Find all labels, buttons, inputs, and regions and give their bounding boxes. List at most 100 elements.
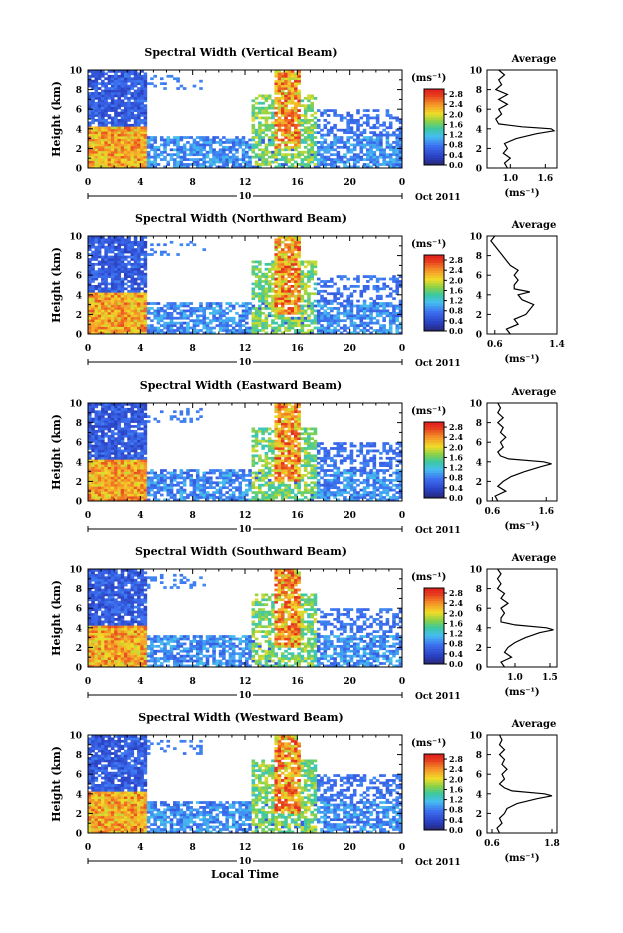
heatmap-cell (333, 114, 337, 117)
heatmap-cell (212, 312, 216, 315)
heatmap-cell (255, 314, 259, 317)
heatmap-cell (265, 273, 269, 276)
heatmap-cell (297, 275, 301, 278)
heatmap-cell (117, 452, 121, 455)
heatmap-cell (127, 72, 131, 75)
heatmap-cell (104, 280, 108, 283)
heatmap-cell (111, 102, 115, 105)
heatmap-cell (117, 479, 121, 482)
heatmap-cell (124, 273, 128, 276)
heatmap-cell (278, 300, 282, 303)
heatmap-cell (294, 129, 298, 132)
heatmap-cell (124, 258, 128, 261)
heatmap-cell (180, 310, 184, 313)
heatmap-cell (271, 295, 275, 298)
heatmap-cell (91, 134, 95, 137)
heatmap-cell (114, 469, 118, 472)
heatmap-cell (265, 287, 269, 290)
heatmap-cell (324, 314, 328, 317)
heatmap-cell (114, 124, 118, 127)
heatmap-cell (343, 312, 347, 315)
heatmap-cell (376, 278, 380, 281)
heatmap-cell (95, 87, 99, 90)
heatmap-cell (291, 136, 295, 139)
colorbar-tick-label: 0.0 (449, 160, 463, 170)
heatmap-cell (389, 148, 393, 151)
heatmap-cell (284, 290, 288, 293)
heatmap-cell (278, 104, 282, 107)
heatmap-cell (131, 467, 135, 470)
heatmap-cell (144, 317, 148, 320)
heatmap-cell (288, 261, 292, 264)
heatmap-cell (304, 126, 308, 129)
heatmap-cell (274, 114, 278, 117)
heatmap-cell (111, 80, 115, 83)
heatmap-cell (167, 317, 171, 320)
heatmap-cell (294, 146, 298, 149)
heatmap-cell (199, 489, 203, 492)
heatmap-cell (258, 275, 262, 278)
heatmap-cell (301, 161, 305, 164)
heatmap-cell (104, 312, 108, 315)
heatmap-cell (147, 312, 151, 315)
heatmap-cell (95, 447, 99, 450)
heatmap-cell (167, 144, 171, 147)
heatmap-cell (320, 146, 324, 149)
heatmap-cell (104, 496, 108, 499)
heatmap-cell (261, 156, 265, 159)
heatmap-cell (330, 129, 334, 132)
heatmap-cell (268, 141, 272, 144)
heatmap-cell (124, 275, 128, 278)
heatmap-cell (274, 248, 278, 251)
heatmap-cell (288, 265, 292, 268)
heatmap-cell (317, 314, 321, 317)
heatmap-cell (95, 457, 99, 460)
heatmap-cell (114, 445, 118, 448)
heatmap-cell (222, 314, 226, 317)
heatmap-cell (170, 148, 174, 151)
heatmap-cell (281, 90, 285, 93)
heatmap-cell (114, 484, 118, 487)
heatmap-cell (104, 99, 108, 102)
heatmap-cell (206, 481, 210, 484)
heatmap-cell (225, 146, 229, 149)
heatmap-cell (117, 481, 121, 484)
heatmap-cell (278, 151, 282, 154)
heatmap-cell (140, 241, 144, 244)
heatmap-cell (91, 75, 95, 78)
heatmap-cell (124, 104, 128, 107)
heatmap-cell (176, 307, 180, 310)
heatmap-cell (121, 494, 125, 497)
heatmap-cell (284, 136, 288, 139)
heatmap-cell (117, 290, 121, 293)
heatmap-cell (291, 302, 295, 305)
heatmap-cell (258, 129, 262, 132)
heatmap-cell (170, 491, 174, 494)
heatmap-cell (271, 126, 275, 129)
heatmap-cell (101, 312, 105, 315)
heatmap-cell (271, 261, 275, 264)
heatmap-cell (127, 292, 131, 295)
heatmap-cell (91, 263, 95, 266)
heatmap-cell (222, 477, 226, 480)
heatmap-cell (232, 305, 236, 308)
heatmap-cell (284, 72, 288, 75)
heatmap-cell (137, 462, 141, 465)
heatmap-cell (395, 283, 399, 286)
heatmap-cell (395, 305, 399, 308)
heatmap-cell (281, 307, 285, 310)
heatmap-cell (117, 258, 121, 261)
heatmap-cell (206, 472, 210, 475)
heatmap-cell (209, 472, 213, 475)
heatmap-cell (124, 450, 128, 453)
heatmap-cell (144, 452, 148, 455)
heatmap-cell (274, 80, 278, 83)
heatmap-cell (137, 77, 141, 80)
heatmap-cell (104, 297, 108, 300)
heatmap-cell (147, 163, 151, 166)
heatmap-cell (314, 158, 318, 161)
heatmap-cell (95, 126, 99, 129)
heatmap-cell (144, 72, 148, 75)
heatmap-cell (95, 161, 99, 164)
heatmap-cell (170, 314, 174, 317)
